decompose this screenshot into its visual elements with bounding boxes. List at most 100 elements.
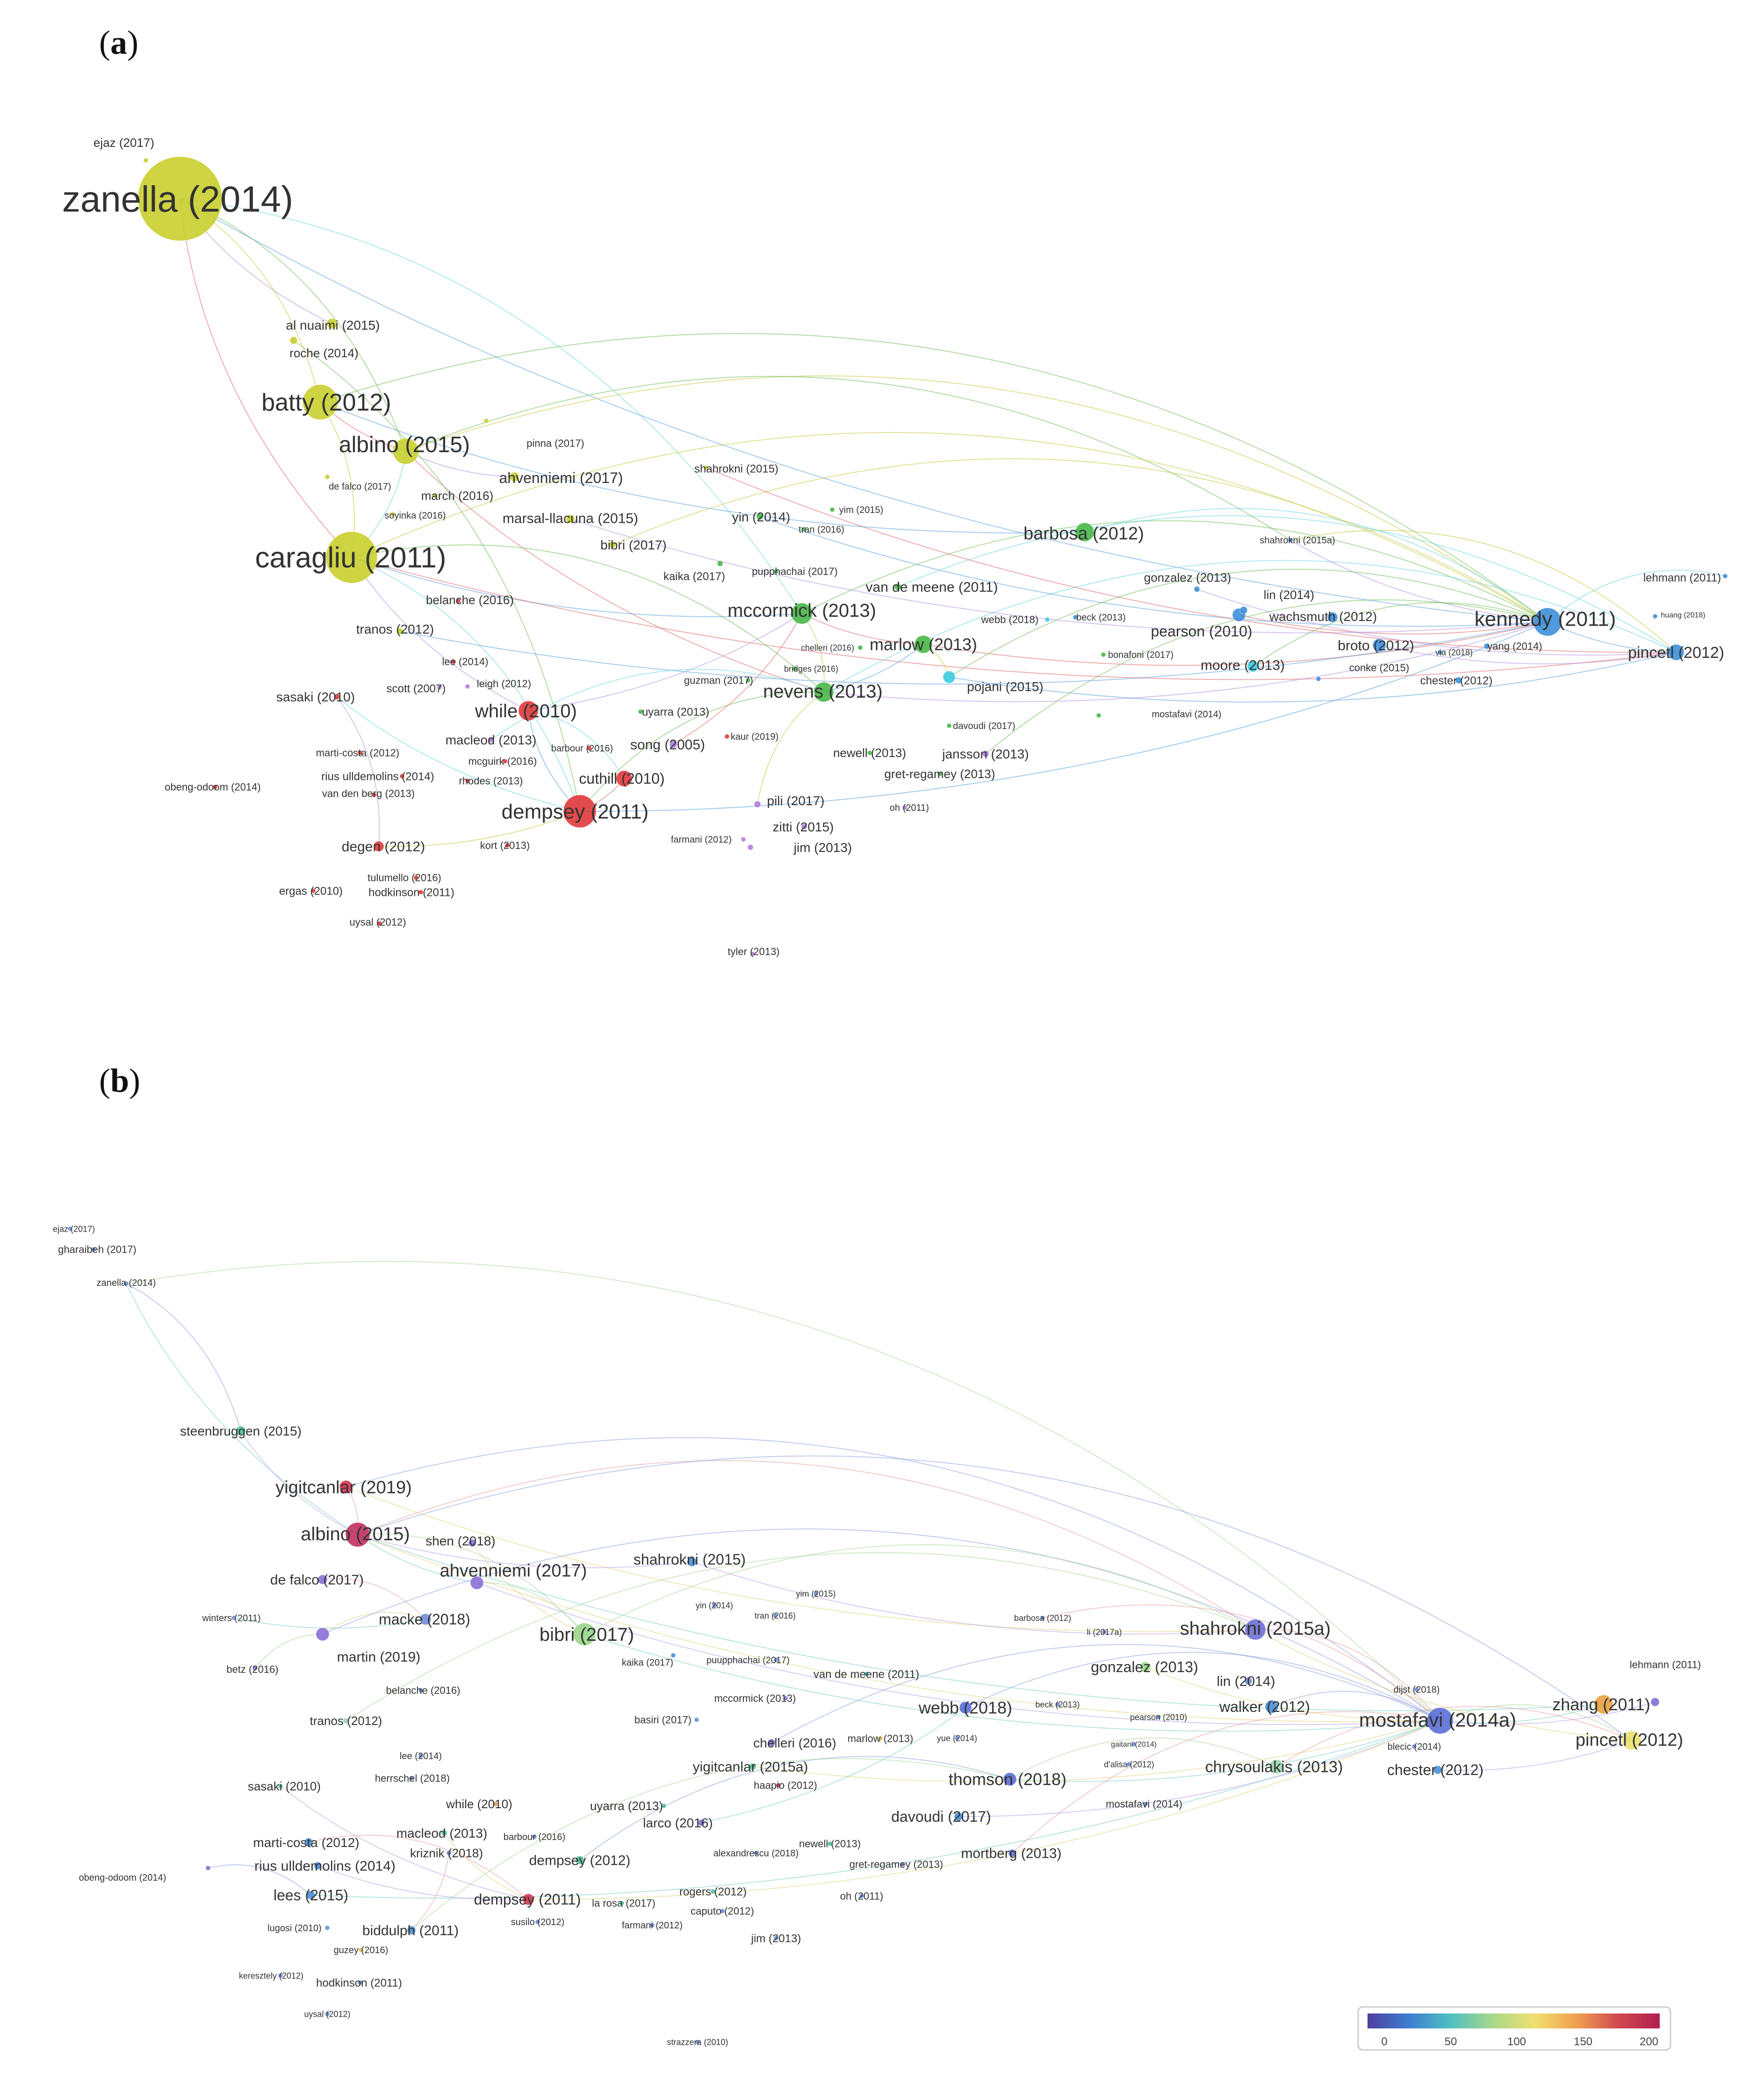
node-alexandrescu-2018 [753, 1850, 759, 1856]
node-marti-costa-2012 [304, 1838, 313, 1847]
network-edge [310, 1720, 1440, 1899]
node-label-farmani-2012: farmani (2012) [622, 1920, 683, 1931]
panel-a-label: (a) [99, 24, 138, 61]
node-label-gaitani-2014: gaitani (2014) [1111, 1741, 1157, 1749]
node-label-kaika-2017: kaika (2017) [663, 570, 725, 583]
node-label-while-2010: while (2010) [446, 1797, 512, 1811]
node-label-pincetl-2012: pincetl (2012) [1628, 644, 1724, 662]
network-edge [357, 1534, 477, 1583]
node-uyarra-2013 [661, 1803, 667, 1809]
node-label-belanche-2016: belanche (2016) [426, 593, 514, 607]
node-label-zanella-2014: zanella (2014) [97, 1278, 156, 1288]
node-label-jim-2013: jim (2013) [793, 840, 852, 855]
node-label-alexandrescu-2018: alexandrescu (2018) [713, 1848, 799, 1859]
node-label-mcguirk-2016: mcguirk (2016) [468, 756, 537, 767]
network-edge [985, 599, 1548, 754]
node-while-2010 [493, 1801, 498, 1807]
network-edge [411, 1758, 1010, 1931]
node-label-davoudi-2017: davoudi (2017) [953, 721, 1015, 731]
node-label-gret-regamey-2013: gret-regamey (2013) [885, 767, 995, 781]
node-zanella-2014 [137, 156, 223, 241]
node-lin-2014 [1244, 1677, 1253, 1685]
network-edge [1042, 1604, 1440, 1721]
network-edge [180, 198, 406, 452]
node-gret-regamey-2013 [937, 771, 943, 777]
network-edge [579, 621, 1548, 812]
node-sasaki-2010 [333, 693, 340, 700]
network-edge [1547, 570, 1726, 622]
network-edge [126, 1261, 1440, 1721]
network-edge [357, 1534, 1440, 1723]
node-label-yue-2014: yue (2014) [937, 1733, 977, 1743]
node-label-leigh-2012: leigh (2012) [477, 678, 531, 690]
node-mostafavi-2014 [1143, 1801, 1148, 1807]
node-ahvenniemi-2017 [509, 472, 519, 482]
node-label-lee-2014: lee (2014) [442, 656, 488, 668]
network-edge [357, 1534, 1604, 1711]
node-label-marti-costa-2012: marti-costa (2012) [253, 1835, 359, 1850]
node-label-ejaz-2017: ejaz (2017) [53, 1224, 95, 1234]
node-label-marlow-2013: marlow (2013) [848, 1733, 914, 1745]
network-edge [336, 696, 380, 847]
node-kaika-2017 [670, 1652, 676, 1658]
node-dempsey-2011 [563, 794, 597, 828]
network-edge [897, 515, 1677, 653]
node-label-barbour-2016: barbour (2016) [551, 743, 613, 754]
node-label-basiri-2017: basiri (2017) [634, 1714, 691, 1726]
node-label-yang-2014: yang (2014) [1487, 641, 1542, 652]
node-chester-2012 [1433, 1765, 1442, 1775]
node-label-sasaki-2010: sasaki (2010) [248, 1779, 321, 1793]
node-conke-2015 [1316, 676, 1321, 682]
network-edge [1145, 1667, 1440, 1722]
node-label-caragliu-2011: caragliu (2011) [255, 542, 446, 574]
node-label-roche-2014: roche (2014) [289, 346, 358, 360]
node-label-lee-2014: lee (2014) [400, 1751, 442, 1761]
node-wachsmuth-2012 [1327, 612, 1338, 623]
node-label-van-de-meene-2011: van de meene (2011) [814, 1668, 919, 1681]
network-edge [476, 1582, 585, 1635]
node-label-shen-2018: shen (2018) [425, 1534, 495, 1548]
network-edge [357, 1460, 1256, 1630]
network-edge [322, 1578, 426, 1620]
network-edge [801, 613, 924, 645]
node-label-lugosi-2010: lugosi (2010) [267, 1923, 322, 1934]
node-label-march-2016: march (2016) [421, 489, 494, 503]
node-label-uysal-2012: uysal (2012) [304, 2009, 350, 2019]
network-edge [126, 1283, 241, 1431]
node-lee-2014 [451, 659, 456, 664]
network-edge [180, 198, 1548, 622]
node-steenbruggen-2015 [236, 1426, 246, 1436]
network-edge [958, 1720, 1440, 1818]
network-edge [346, 1552, 1256, 1721]
node-label-gonzalez-2013: gonzalez (2013) [1144, 570, 1231, 584]
node-ejaz-2017 [67, 1226, 73, 1232]
node-de-falco-2017 [317, 1574, 328, 1585]
node-belanche-2016 [418, 1688, 424, 1693]
legend-tick: 200 [1640, 2035, 1658, 2048]
node-susilo-2012 [535, 1919, 540, 1925]
network-edge [579, 1756, 1010, 1861]
node-label-barbosa-2012: barbosa (2012) [1023, 524, 1144, 543]
panel-b-nodes: ejaz (2017) gharaibeh (2017) zanella (2014… [53, 1224, 1701, 2047]
node-label-d-alisa-2012: d'alisa (2012) [1104, 1760, 1154, 1769]
node-jim-2013 [747, 844, 754, 851]
node-label-gret-regamey-2013: gret-regamey (2013) [850, 1859, 943, 1870]
panel-b: (b) ejaz (2017) gharaibeh (2017) zanella (… [53, 1062, 1701, 2051]
node-label-shahrokni-2015a: shahrokni (2015a) [1260, 535, 1335, 546]
node-label-broto-2012: broto (2012) [1338, 638, 1414, 654]
node-label-dempsey-2011: dempsey (2011) [502, 800, 649, 823]
network-edge [752, 1720, 1440, 1782]
node-label-winters-2011: winters (2011) [202, 1613, 260, 1623]
node-yin-2014 [712, 1602, 717, 1608]
node-label-chelleri-2016: chelleri (2016) [801, 643, 854, 652]
node-tyler-2013 [750, 951, 756, 957]
node-pojani-2015 [943, 671, 956, 684]
node-zanella-2014 [123, 1281, 129, 1286]
node-label-tranos-2012: tranos (2012) [356, 622, 434, 636]
network-edge [351, 557, 580, 812]
node-label-moore-2013: moore (2013) [1201, 658, 1285, 673]
panel-a-letter: a [110, 24, 127, 61]
node-label-shahrokni-2015: shahrokni (2015) [694, 462, 778, 475]
node-label-obeng-odoom-2014: obeng-odoom (2014) [79, 1873, 166, 1883]
network-edge [411, 1853, 449, 1931]
